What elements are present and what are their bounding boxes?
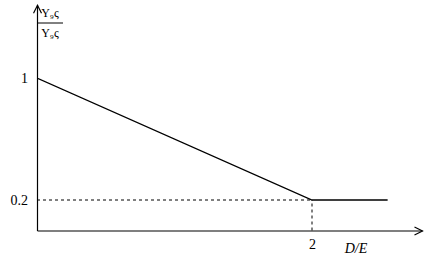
x-tick: 2 xyxy=(309,231,316,253)
x-label: D/E xyxy=(344,241,368,256)
y-label-denominator: Y₉ς xyxy=(41,26,59,40)
y-label-numerator: Y₉ς xyxy=(41,6,59,20)
y-tick: 1 xyxy=(21,71,37,86)
guide-vertical xyxy=(312,200,313,231)
y-axis: 0.21 xyxy=(11,5,38,231)
y-tick-label: 1 xyxy=(21,71,28,86)
guides xyxy=(37,200,312,231)
guide-horizontal xyxy=(37,200,312,201)
y-axis-line xyxy=(37,5,38,231)
y-tick-label: 0.2 xyxy=(11,193,29,208)
x-axis-line xyxy=(38,230,423,231)
chart-svg: 20.21Y₉ςY₉ςD/E xyxy=(0,0,426,258)
x-tick-label: 2 xyxy=(309,237,316,252)
plot-area xyxy=(37,78,388,200)
data-line xyxy=(37,78,388,200)
y-label-fraction-bar xyxy=(37,23,63,24)
chart-container: 20.21Y₉ςY₉ςD/E xyxy=(0,0,426,258)
y-tick: 0.2 xyxy=(11,193,38,208)
